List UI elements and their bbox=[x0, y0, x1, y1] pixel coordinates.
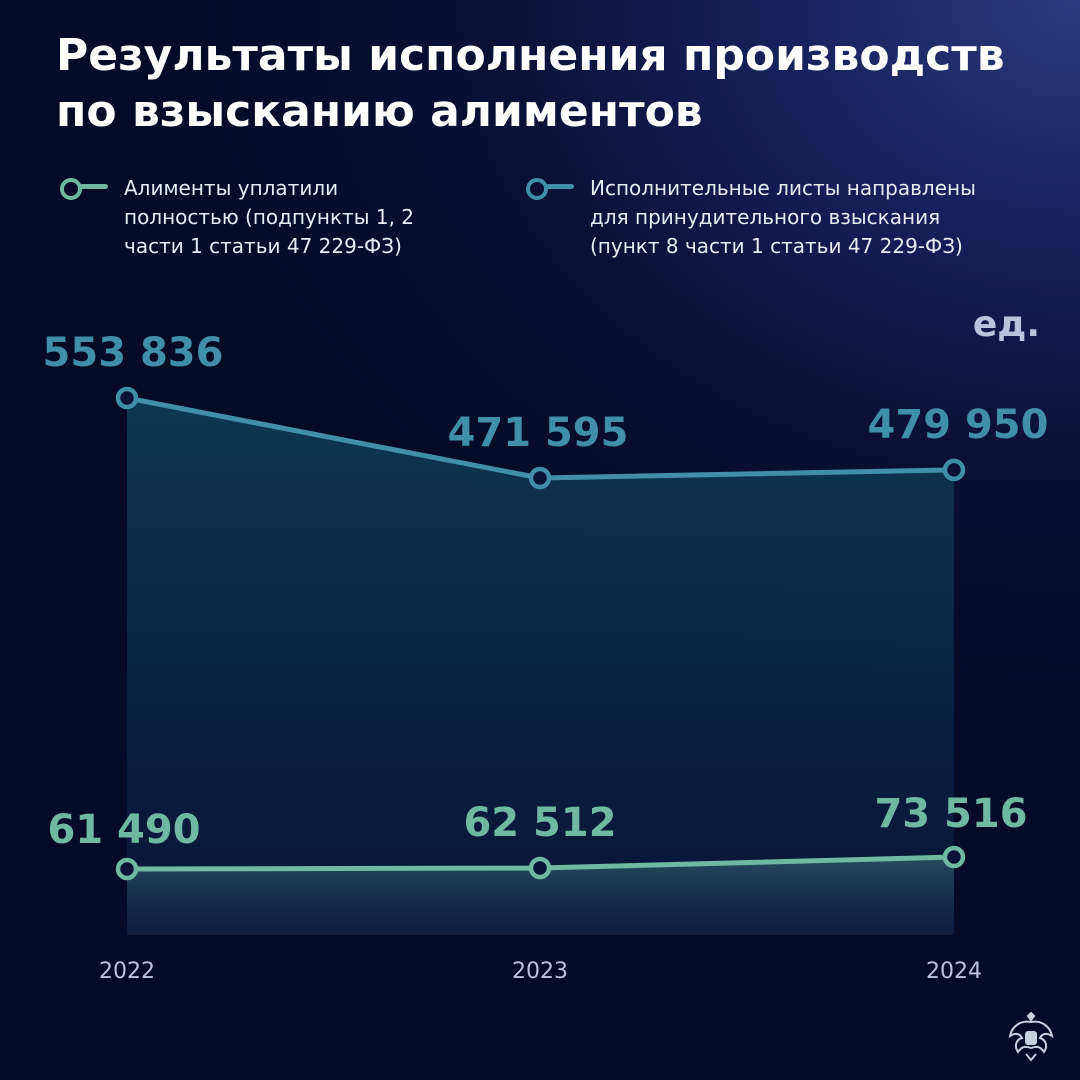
data-label: 73 516 bbox=[874, 791, 1027, 837]
unit-label: ед. bbox=[972, 304, 1040, 345]
x-tick-label: 2024 bbox=[926, 959, 982, 984]
data-label: 553 836 bbox=[43, 330, 224, 376]
x-tick-label: 2023 bbox=[512, 959, 568, 984]
data-point bbox=[115, 386, 139, 410]
data-label: 61 490 bbox=[47, 807, 200, 853]
data-label: 62 512 bbox=[463, 800, 616, 846]
legend-marker-icon bbox=[524, 174, 576, 200]
series-area-1 bbox=[127, 857, 954, 935]
coat-of-arms-icon bbox=[1008, 1012, 1054, 1062]
series-area-0 bbox=[127, 398, 954, 935]
legend-label: Алименты уплатили полностью (подпункты 1… bbox=[124, 176, 415, 258]
x-tick-label: 2022 bbox=[99, 959, 155, 984]
data-point bbox=[942, 458, 966, 482]
title-line-2: по взысканию алиментов bbox=[56, 86, 703, 137]
data-label: 479 950 bbox=[868, 402, 1049, 448]
data-point bbox=[115, 857, 139, 881]
page-title: Результаты исполнения производств по взы… bbox=[56, 28, 1036, 140]
title-line-1: Результаты исполнения производств bbox=[56, 30, 1005, 81]
legend-item-writs-sent: Исполнительные листы направлены для прин… bbox=[524, 174, 976, 261]
data-label: 471 595 bbox=[448, 410, 629, 456]
legend-marker-icon bbox=[58, 174, 110, 200]
legend-item-paid-fully: Алименты уплатили полностью (подпункты 1… bbox=[58, 174, 414, 261]
legend-label: Исполнительные листы направлены для прин… bbox=[590, 176, 976, 258]
data-point bbox=[528, 856, 552, 880]
data-point bbox=[942, 845, 966, 869]
data-point bbox=[528, 466, 552, 490]
